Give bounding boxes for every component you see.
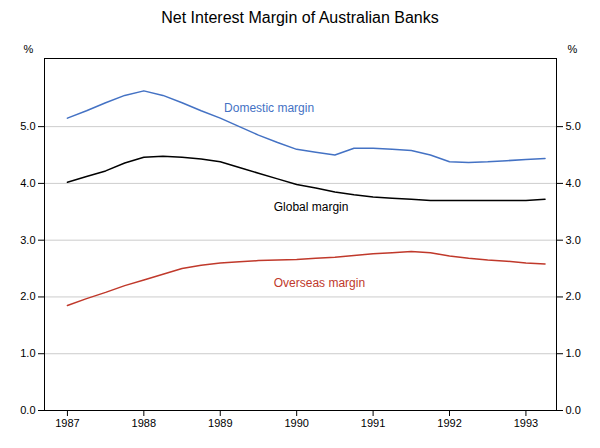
svg-text:2.0: 2.0: [566, 290, 581, 302]
html-text:Net Interest Margin of Austral: Net Interest Margin of Australian Banks: [161, 9, 439, 26]
svg-text:0.0: 0.0: [566, 404, 581, 416]
svg-text:0.0: 0.0: [20, 404, 35, 416]
svg-text:Domestic margin: Domestic margin: [224, 101, 314, 115]
svg-text:4.0: 4.0: [566, 177, 581, 189]
svg-text:Global margin: Global margin: [274, 200, 349, 214]
svg-text:1992: 1992: [437, 417, 461, 429]
svg-text:%: %: [24, 43, 34, 55]
svg-text:3.0: 3.0: [566, 234, 581, 246]
svg-text:%: %: [568, 43, 578, 55]
svg-text:5.0: 5.0: [20, 120, 35, 132]
svg-text:1989: 1989: [208, 417, 232, 429]
svg-text:2.0: 2.0: [20, 290, 35, 302]
svg-text:1993: 1993: [514, 417, 538, 429]
svg-text:1.0: 1.0: [20, 347, 35, 359]
svg-text:1.0: 1.0: [566, 347, 581, 359]
svg-text:1987: 1987: [55, 417, 79, 429]
svg-text:1991: 1991: [361, 417, 385, 429]
svg-text:4.0: 4.0: [20, 177, 35, 189]
svg-text:1990: 1990: [284, 417, 308, 429]
svg-text:1988: 1988: [132, 417, 156, 429]
svg-text:Overseas margin: Overseas margin: [274, 276, 365, 290]
svg-text:5.0: 5.0: [566, 120, 581, 132]
svg-text:3.0: 3.0: [20, 234, 35, 246]
